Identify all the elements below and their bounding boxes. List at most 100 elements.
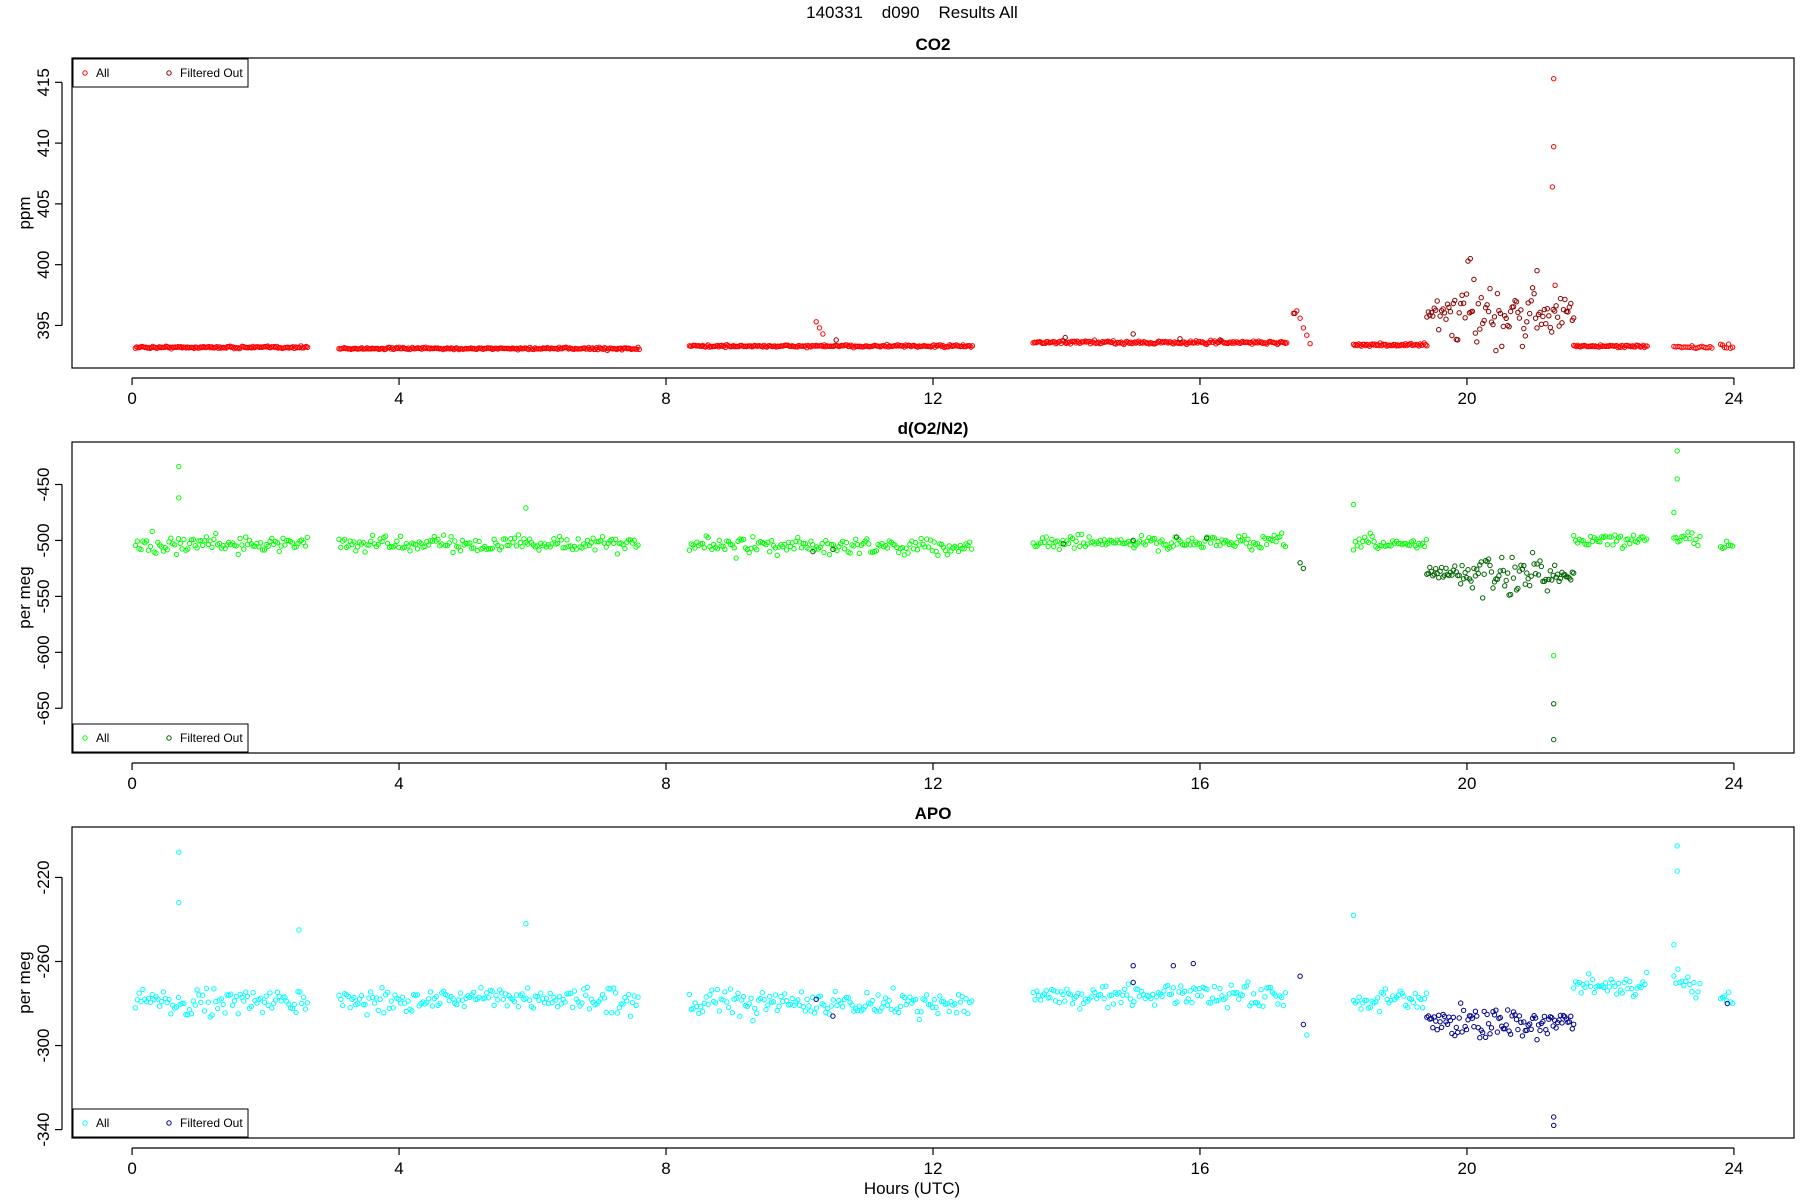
data-point: [1496, 308, 1502, 314]
data-point: [250, 543, 256, 549]
data-point: [1377, 1008, 1383, 1015]
data-point: [1491, 314, 1498, 320]
data-point: [1069, 1001, 1076, 1007]
data-point: [362, 549, 368, 555]
series-all: [132, 448, 1736, 659]
data-point: [1571, 1021, 1577, 1028]
data-point: [1630, 532, 1637, 538]
data-point: [1569, 1026, 1576, 1032]
data-point: [1625, 985, 1631, 992]
data-point: [586, 1006, 593, 1012]
data-point: [727, 986, 734, 992]
data-point: [1130, 979, 1136, 986]
x-tick-label: 20: [1457, 389, 1476, 408]
data-point: [452, 538, 458, 544]
data-point: [1183, 542, 1190, 548]
data-point: [282, 994, 288, 1000]
data-point: [1452, 563, 1458, 569]
data-point: [1150, 991, 1156, 998]
data-point: [526, 997, 533, 1003]
data-point: [1460, 300, 1467, 306]
data-point: [931, 997, 937, 1003]
data-point: [1304, 1032, 1310, 1038]
data-point: [1571, 532, 1577, 539]
data-point: [1485, 1021, 1492, 1027]
data-point: [554, 1003, 561, 1010]
data-points: [132, 76, 1736, 354]
data-point: [625, 991, 632, 998]
data-point: [1062, 334, 1068, 341]
data-point: [296, 927, 302, 933]
data-point: [200, 992, 206, 998]
data-point: [377, 996, 383, 1002]
data-point: [1092, 989, 1098, 996]
x-tick-label: 0: [127, 389, 136, 408]
data-point: [1151, 535, 1158, 542]
data-point: [166, 996, 172, 1003]
data-point: [869, 997, 876, 1004]
data-point: [299, 1000, 305, 1007]
data-point: [1544, 1030, 1551, 1037]
data-point: [774, 552, 780, 558]
data-point: [1138, 532, 1145, 539]
data-point: [1521, 325, 1527, 332]
data-point: [1249, 341, 1255, 347]
data-point: [1181, 988, 1188, 995]
data-point: [355, 544, 361, 550]
data-point: [1051, 544, 1057, 550]
data-point: [1430, 573, 1436, 579]
data-point: [937, 342, 943, 348]
data-point: [1587, 983, 1594, 990]
data-point: [821, 1002, 827, 1008]
legend-marker: [82, 1120, 88, 1126]
data-point: [1281, 339, 1287, 345]
data-point: [806, 546, 812, 552]
data-point: [390, 1005, 396, 1011]
data-point: [511, 999, 518, 1005]
data-point: [1037, 997, 1044, 1003]
data-point: [1502, 583, 1508, 589]
data-point: [1462, 1023, 1468, 1030]
data-point: [1208, 1000, 1214, 1006]
data-point: [1534, 1037, 1540, 1043]
data-point: [768, 538, 775, 544]
data-point: [1419, 1005, 1426, 1011]
data-point: [1075, 990, 1081, 997]
data-point: [280, 535, 286, 541]
data-point: [924, 992, 930, 998]
data-point: [1249, 1000, 1255, 1006]
data-point: [493, 992, 499, 999]
data-point: [1578, 538, 1584, 544]
data-point: [1434, 298, 1440, 304]
data-point: [772, 992, 779, 998]
data-point: [429, 538, 436, 544]
data-point: [399, 994, 406, 1000]
data-point: [967, 343, 973, 349]
data-point: [1468, 578, 1474, 584]
data-point: [1279, 994, 1285, 1001]
data-point: [543, 995, 550, 1001]
data-point: [1469, 1015, 1476, 1021]
data-point: [564, 537, 570, 543]
data-point: [765, 1002, 771, 1008]
data-point: [1421, 996, 1428, 1002]
data-point: [276, 548, 282, 555]
data-point: [1531, 561, 1537, 567]
legend-label: Filtered Out: [180, 731, 243, 745]
data-point: [722, 546, 728, 552]
data-point: [412, 541, 419, 548]
data-point: [1544, 588, 1551, 594]
data-point: [1546, 576, 1552, 583]
data-point: [603, 1009, 609, 1016]
data-point: [1358, 1006, 1364, 1012]
data-point: [1535, 572, 1542, 578]
data-point: [545, 1000, 551, 1007]
data-point: [1449, 332, 1455, 339]
data-point: [612, 990, 619, 996]
data-point: [1456, 310, 1462, 316]
data-point: [1584, 542, 1590, 548]
data-point: [862, 1003, 868, 1009]
data-point: [929, 1004, 935, 1011]
data-point: [1412, 990, 1418, 997]
data-point: [1550, 306, 1556, 313]
